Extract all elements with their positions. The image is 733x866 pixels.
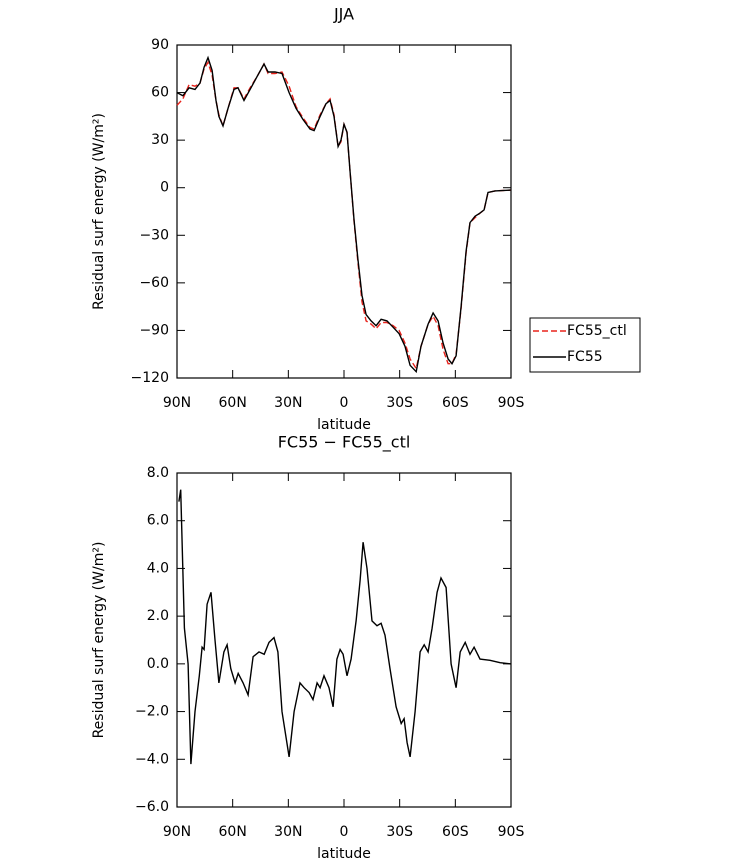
x-tick-label: 30S	[386, 395, 413, 411]
y-tick-label: −6.0	[135, 799, 169, 815]
x-tick-label: 60N	[219, 824, 247, 840]
x-tick-label: 90S	[498, 824, 525, 840]
y-tick-label: −120	[131, 370, 169, 386]
plot-frame	[176, 472, 512, 808]
x-tick-label: 90N	[163, 824, 191, 840]
x-tick-label: 0	[340, 395, 349, 411]
x-tick-label: 0	[340, 824, 349, 840]
x-tick-label: 90S	[498, 395, 525, 411]
y-tick-label: 30	[151, 132, 169, 148]
y-tick-label: 90	[151, 37, 169, 53]
x-tick-label: 30N	[274, 395, 302, 411]
data-line	[178, 489, 512, 765]
legend-label: FC55	[567, 349, 603, 365]
x-tick-label: 60N	[219, 395, 247, 411]
y-axis-label: Residual surf energy (W/m²)	[91, 542, 107, 739]
legend: FC55_ctl FC55	[529, 317, 641, 373]
legend-label: FC55_ctl	[567, 323, 627, 339]
x-axis-label: latitude	[317, 846, 371, 862]
y-tick-label: 0.0	[147, 656, 169, 672]
y-tick-label: 6.0	[147, 513, 169, 529]
y-tick-label: 60	[151, 85, 169, 101]
x-tick-label: 60S	[442, 395, 469, 411]
y-tick-label: −4.0	[135, 751, 169, 767]
plot-frame	[176, 44, 512, 379]
data-line	[176, 55, 512, 374]
x-axis-label: latitude	[317, 417, 371, 433]
y-tick-label: 0	[160, 180, 169, 196]
y-tick-label: −30	[139, 227, 169, 243]
y-axis-label: Residual surf energy (W/m²)	[91, 113, 107, 310]
legend-box	[529, 317, 641, 373]
x-tick-label: 30S	[386, 824, 413, 840]
chart-title: JJA	[333, 5, 354, 24]
y-tick-label: −60	[139, 275, 169, 291]
plot: JJA latitude Residual surf energy (W/m²) −1…	[91, 5, 524, 434]
y-tick-label: 4.0	[147, 560, 169, 576]
x-tick-label: 90N	[163, 395, 191, 411]
y-tick-label: −90	[139, 322, 169, 338]
plot: FC55 − FC55_ctl latitude Residual surf ene…	[91, 433, 524, 863]
y-tick-label: 8.0	[147, 465, 169, 481]
data-line	[176, 60, 512, 371]
x-tick-label: 30N	[274, 824, 302, 840]
y-tick-label: 2.0	[147, 608, 169, 624]
y-tick-label: −2.0	[135, 704, 169, 720]
chart-title: FC55 − FC55_ctl	[278, 433, 411, 453]
x-tick-label: 60S	[442, 824, 469, 840]
